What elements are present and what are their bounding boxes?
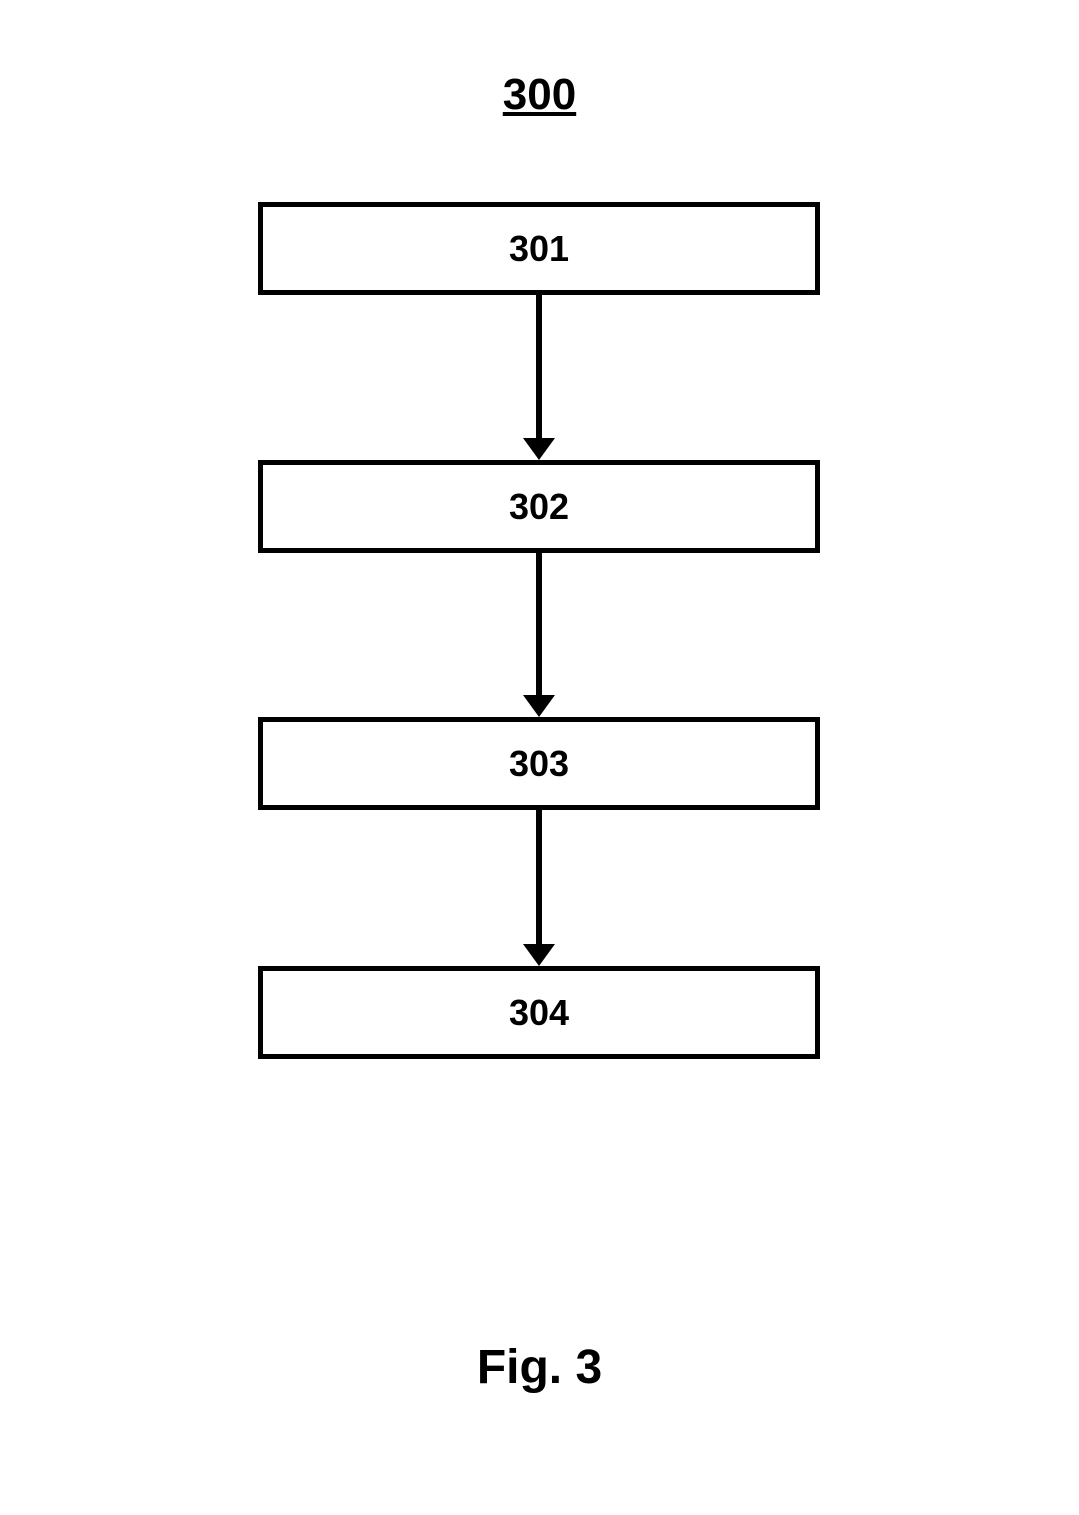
flowchart-arrow [519,810,559,966]
flowchart-node-303: 303 [258,717,820,810]
arrow-head-icon [523,695,555,717]
flowchart-node-301: 301 [258,202,820,295]
flowchart-arrow [519,295,559,460]
arrow-line [536,810,542,950]
arrow-line [536,295,542,444]
flowchart-node-304: 304 [258,966,820,1059]
arrow-head-icon [523,944,555,966]
flowchart-node-302: 302 [258,460,820,553]
flowchart-arrow [519,553,559,717]
figure-caption: Fig. 3 [0,1340,1079,1395]
arrow-line [536,553,542,701]
diagram-title: 300 [0,70,1079,120]
arrow-head-icon [523,438,555,460]
